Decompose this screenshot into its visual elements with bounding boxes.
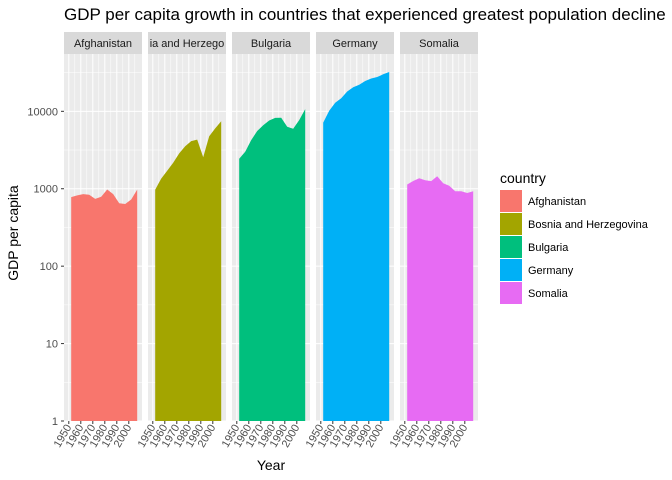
y-tick-label: 10 <box>46 339 58 351</box>
facet-strip <box>64 32 142 54</box>
legend-key-bosnia-and-herzegovina <box>500 213 522 235</box>
y-axis: 1 10 100 1000 10000 <box>27 106 64 428</box>
legend-label-somalia: Somalia <box>528 288 569 300</box>
legend-title: country <box>500 170 546 186</box>
area-series-somalia <box>407 176 474 421</box>
x-axis-title: Year <box>257 457 286 473</box>
y-tick-label: 10000 <box>27 106 58 118</box>
area-series-bosnia-and-herzegovina <box>155 121 222 421</box>
legend-label-germany: Germany <box>528 265 574 277</box>
y-tick-label: 1 <box>52 416 58 428</box>
area-series-germany <box>323 72 390 421</box>
legend-key-bulgaria <box>500 236 522 258</box>
legend-key-afghanistan <box>500 190 522 212</box>
facet-strip <box>400 32 478 54</box>
area-series-bulgaria <box>239 109 306 421</box>
legend-label-afghanistan: Afghanistan <box>528 196 586 208</box>
area-series-afghanistan <box>71 189 138 421</box>
facet-strip <box>232 32 310 54</box>
legend-key-germany <box>500 259 522 281</box>
facet-strip-label: Germany <box>332 38 378 50</box>
facet-strip-label: Bulgaria <box>251 38 292 50</box>
legend-label-bulgaria: Bulgaria <box>528 242 569 254</box>
y-tick-label: 1000 <box>34 184 58 196</box>
y-tick-label: 100 <box>40 261 58 273</box>
facet-strip-label: ia and Herzego <box>150 38 225 50</box>
chart-title: GDP per capita growth in countries that … <box>64 5 666 24</box>
facet-strip <box>148 32 226 54</box>
legend: country Afghanistan Bosnia and Herzegovin… <box>500 170 649 304</box>
legend-label-bosnia-and-herzegovina: Bosnia and Herzegovina <box>528 219 649 231</box>
facet-strip-label: Afghanistan <box>74 38 132 50</box>
facet-strip-label: Somalia <box>419 38 460 50</box>
y-axis-title: GDP per capita <box>5 185 21 281</box>
facet-strip <box>316 32 394 54</box>
legend-key-somalia <box>500 282 522 304</box>
